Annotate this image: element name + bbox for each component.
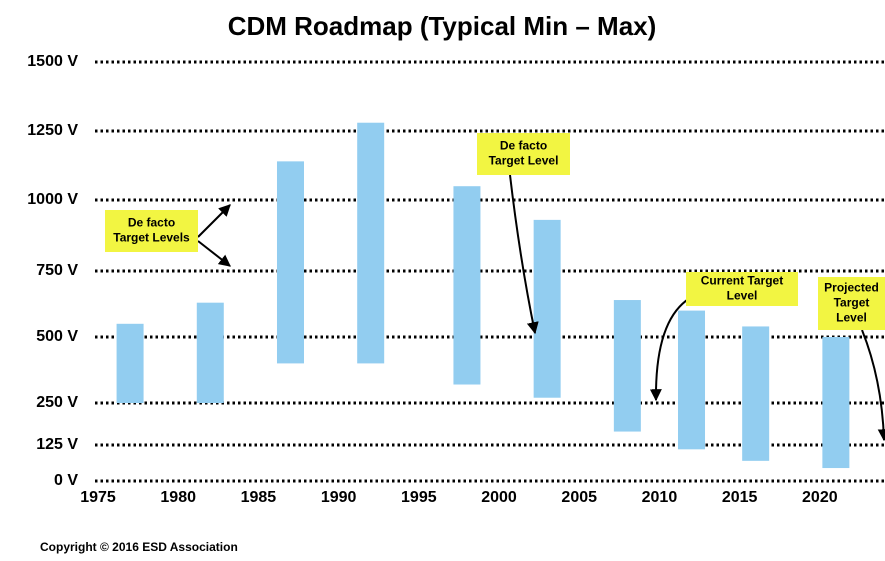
x-tick-label: 2010	[642, 489, 678, 506]
bar	[533, 219, 561, 398]
bar	[678, 310, 706, 450]
annotation-text: De facto	[128, 216, 175, 230]
arrow	[197, 240, 231, 267]
annotation-text: Level	[727, 289, 758, 303]
copyright: Copyright © 2016 ESD Association	[40, 540, 238, 554]
y-tick-label: 1000 V	[27, 191, 78, 208]
annotation-box	[477, 133, 570, 175]
arrows	[197, 174, 885, 442]
x-tick-label: 2000	[481, 489, 517, 506]
arrow	[861, 329, 885, 442]
bar	[196, 302, 224, 403]
x-tick-label: 2020	[802, 489, 838, 506]
chart-title: CDM Roadmap (Typical Min – Max)	[228, 11, 657, 41]
y-tick-label: 1500 V	[27, 53, 78, 70]
annotation-box	[818, 277, 885, 330]
y-tick-label: 0 V	[54, 472, 78, 489]
x-tick-label: 2015	[722, 489, 758, 506]
y-tick-label: 500 V	[36, 328, 78, 345]
bar	[453, 186, 481, 385]
x-tick-label: 1975	[80, 489, 116, 506]
x-tick-label: 1995	[401, 489, 437, 506]
annotation-text: Target	[834, 296, 870, 310]
annotation-text: Level	[836, 311, 867, 325]
bar	[613, 300, 641, 432]
bar	[822, 337, 850, 469]
bar	[276, 161, 304, 364]
arrow	[649, 297, 691, 402]
x-tick-label: 1985	[241, 489, 277, 506]
annotation-text: Current Target	[701, 274, 783, 288]
x-tick-label: 1990	[321, 489, 357, 506]
annotation-box	[105, 210, 198, 252]
annotation-box	[686, 272, 798, 306]
y-tick-label: 1250 V	[27, 122, 78, 139]
annotation-text: Target Level	[489, 154, 559, 168]
y-tick-label: 250 V	[36, 394, 78, 411]
x-tick-label: 2005	[561, 489, 597, 506]
x-tick-label: 1980	[160, 489, 196, 506]
y-tick-label: 125 V	[36, 436, 78, 453]
y-tick-label: 750 V	[36, 262, 78, 279]
arrow	[509, 174, 539, 335]
arrow	[197, 204, 231, 238]
bar	[742, 326, 770, 461]
annotation-text: Projected	[824, 281, 879, 295]
bar	[357, 122, 385, 364]
bar	[116, 323, 144, 403]
annotation-text: Target Levels	[113, 231, 190, 245]
annotation-text: De facto	[500, 139, 547, 153]
